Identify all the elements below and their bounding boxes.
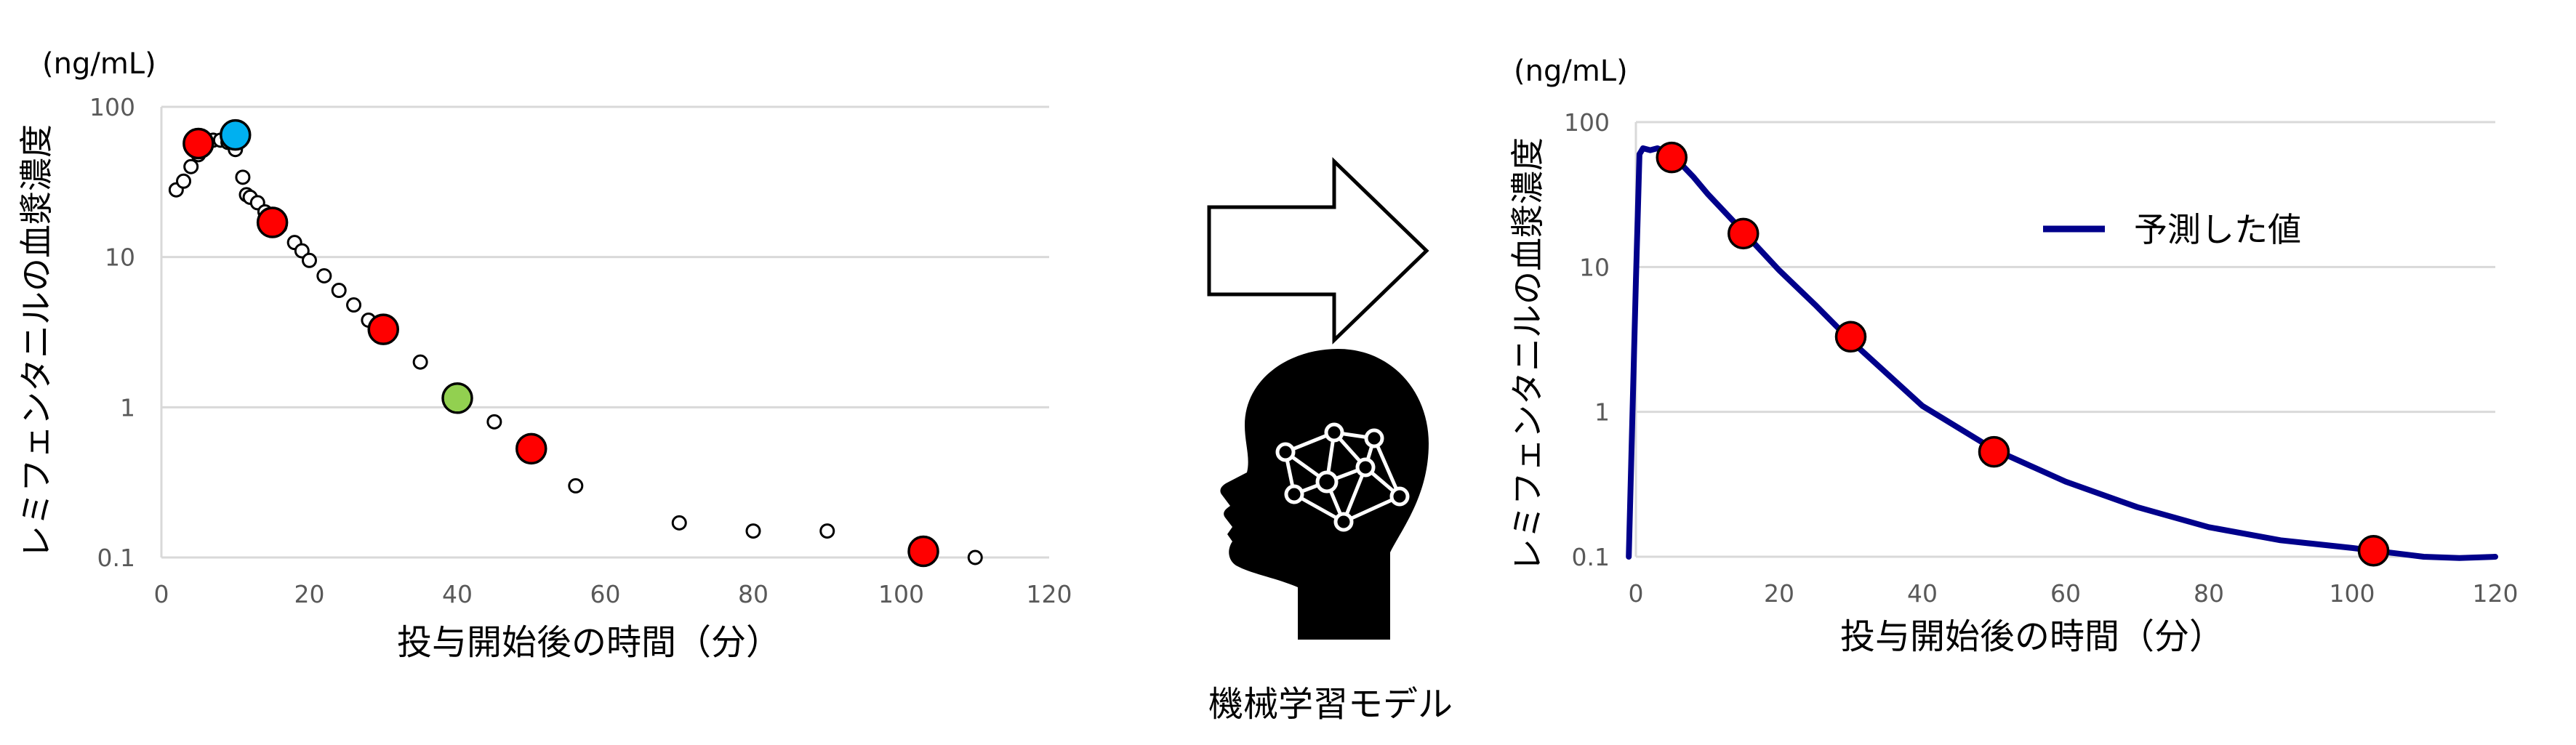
small-open-circle-point [316,267,332,283]
red-circle-point [907,535,939,568]
x-tick-label: 20 [1764,579,1794,608]
red-circle-point [182,127,214,160]
small-open-circle-point [671,515,687,531]
x-tick-label: 0 [1629,579,1644,608]
x-tick-label: 40 [1907,579,1938,608]
small-open-circle-point [819,523,835,539]
y-tick-label: 100 [89,93,135,121]
x-tick-label: 60 [590,580,621,608]
y-tick-label: 0.1 [1572,543,1610,571]
red-circle-point [1834,321,1867,353]
small-open-circle-point [331,283,347,299]
legend-label: 予測した値 [2134,210,2301,249]
grid-lines [160,105,1049,559]
y-axis-label: レミフェンタニルの血漿濃度 [1508,137,1547,572]
x-tick-label: 120 [1027,580,1072,608]
model-caption: 機械学習モデル [1208,684,1453,725]
x-tick-labels: 0 20 40 60 80 100 120 [1629,579,2519,608]
red-circle-point [515,432,547,465]
y-tick-label: 10 [105,243,135,272]
y-tick-labels: 0.1 1 10 100 [1564,108,1610,571]
y-tick-label: 1 [120,393,135,422]
small-open-circle-point [568,478,584,494]
small-open-circle-point [302,252,317,268]
head-neural-network-icon [1220,349,1429,640]
y-unit-label: (ng/mL) [42,47,156,81]
small-open-circle-point [486,414,502,430]
x-tick-label: 100 [2330,579,2375,608]
green-circle-point [441,382,473,414]
blue-circle-point [220,118,252,151]
small-open-circle-point [235,169,251,185]
small-open-circle-point [967,549,983,565]
x-tick-labels: 0 20 40 60 80 100 120 [154,580,1072,608]
x-tick-label: 120 [2473,579,2519,608]
small-open-circle-point [183,158,199,174]
y-axis-label: レミフェンタニルの血漿濃度 [17,124,56,559]
x-tick-label: 100 [878,580,924,608]
x-axis-label: 投与開始後の時間（分） [397,622,781,663]
data-points [1656,141,2390,567]
predicted-curve [1626,145,2498,561]
x-tick-label: 20 [294,580,325,608]
x-tick-label: 0 [154,580,169,608]
x-axis-label: 投与開始後の時間（分） [1840,616,2224,657]
machine-learning-model: 機械学習モデル [1207,157,1453,725]
y-tick-label: 100 [1564,108,1610,137]
small-open-circle-point [745,523,761,539]
x-tick-label: 40 [442,580,473,608]
y-tick-label: 10 [1579,253,1610,281]
red-circle-point [1728,217,1760,250]
small-open-circle-point [412,354,428,370]
small-open-circle-point [346,297,362,313]
observed-concentration-chart: 0.1 1 10 100 0 20 40 60 80 100 120 (ng/mL) レミフェンタ… [17,47,1072,663]
y-unit-label: (ng/mL) [1514,55,1628,88]
x-tick-label: 80 [738,580,769,608]
y-tick-label: 1 [1594,398,1610,427]
data-points [168,118,983,568]
y-tick-labels: 0.1 1 10 100 [89,93,135,572]
legend: 予測した値 [2043,210,2301,249]
red-circle-point [256,206,289,238]
small-open-circle-point [176,173,192,189]
y-tick-label: 0.1 [97,544,135,572]
x-tick-label: 60 [2050,579,2081,608]
red-circle-point [1978,435,2010,468]
red-circle-point [367,313,399,345]
grid-lines [1634,121,2495,558]
right-arrow-icon [1207,157,1429,345]
x-tick-label: 80 [2194,579,2224,608]
red-circle-point [1656,141,1688,174]
red-circle-point [2357,534,2390,567]
